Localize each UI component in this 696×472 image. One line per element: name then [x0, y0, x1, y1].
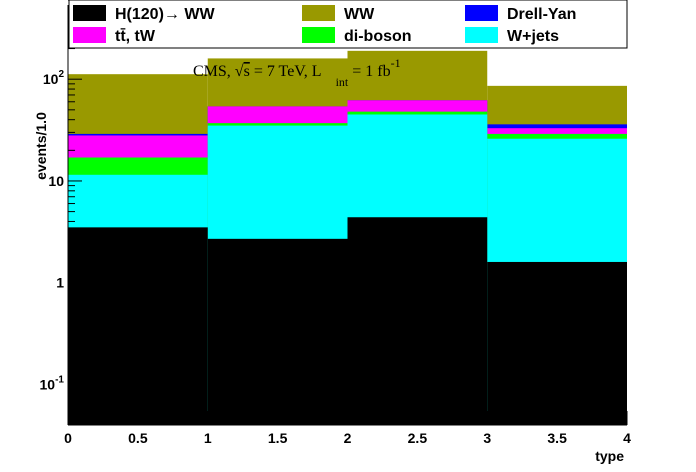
legend-swatch-4 [302, 27, 335, 43]
legend-box [68, 0, 628, 49]
bar-5-0 [68, 227, 208, 425]
legend-swatch-1 [302, 5, 335, 21]
annotation-suffix: = 1 fb [348, 63, 390, 80]
legend-label-0: H(120)→ WW [115, 6, 215, 23]
x-tick-label-0: 0 [64, 430, 72, 446]
x-tick-label-4: 2 [344, 430, 352, 446]
x-tick-label-5: 2.5 [408, 430, 428, 446]
x-tick-label-3: 1.5 [268, 430, 288, 446]
x-axis-label: type [595, 448, 624, 464]
annotation-sup: -1 [391, 56, 401, 70]
legend-swatch-5 [465, 27, 498, 43]
legend-label-5: W+jets [507, 28, 559, 45]
x-tick-label-1: 0.5 [128, 430, 148, 446]
y-tick-label-1: 1 [56, 275, 64, 291]
annotation-cms: CMS, √s = 7 TeV, Lint = 1 fb-1 [193, 56, 401, 89]
annotation-sub: int [336, 75, 349, 89]
bar-5-1 [207, 238, 348, 425]
annotation-s: s [244, 63, 250, 80]
bar-5-3 [487, 261, 627, 425]
legend-swatch-3 [73, 27, 106, 43]
bar-5-2 [347, 217, 488, 425]
legend-label-1: WW [344, 6, 375, 23]
y-tick-label-3: 102 [43, 69, 65, 87]
legend-label-2: Drell-Yan [507, 6, 576, 23]
x-tick-label-7: 3.5 [547, 430, 567, 446]
y-tick-label-0: 10-1 [40, 375, 65, 393]
y-axis-label: events/1.0 [33, 112, 49, 180]
legend: H(120)→ WW WW Drell-Yan tt̄, tW di-boson W+je… [68, 0, 628, 49]
y-tick-label-2: 10 [48, 173, 64, 189]
legend-swatch-2 [465, 5, 498, 21]
legend-swatch-0 [73, 5, 106, 21]
histogram-bars [68, 50, 627, 426]
x-tick-label-8: 4 [623, 430, 631, 446]
legend-label-4: di-boson [344, 28, 412, 45]
x-tick-label-2: 1 [204, 430, 212, 446]
x-tick-label-6: 3 [483, 430, 491, 446]
legend-label-3: tt̄, tW [115, 27, 156, 45]
